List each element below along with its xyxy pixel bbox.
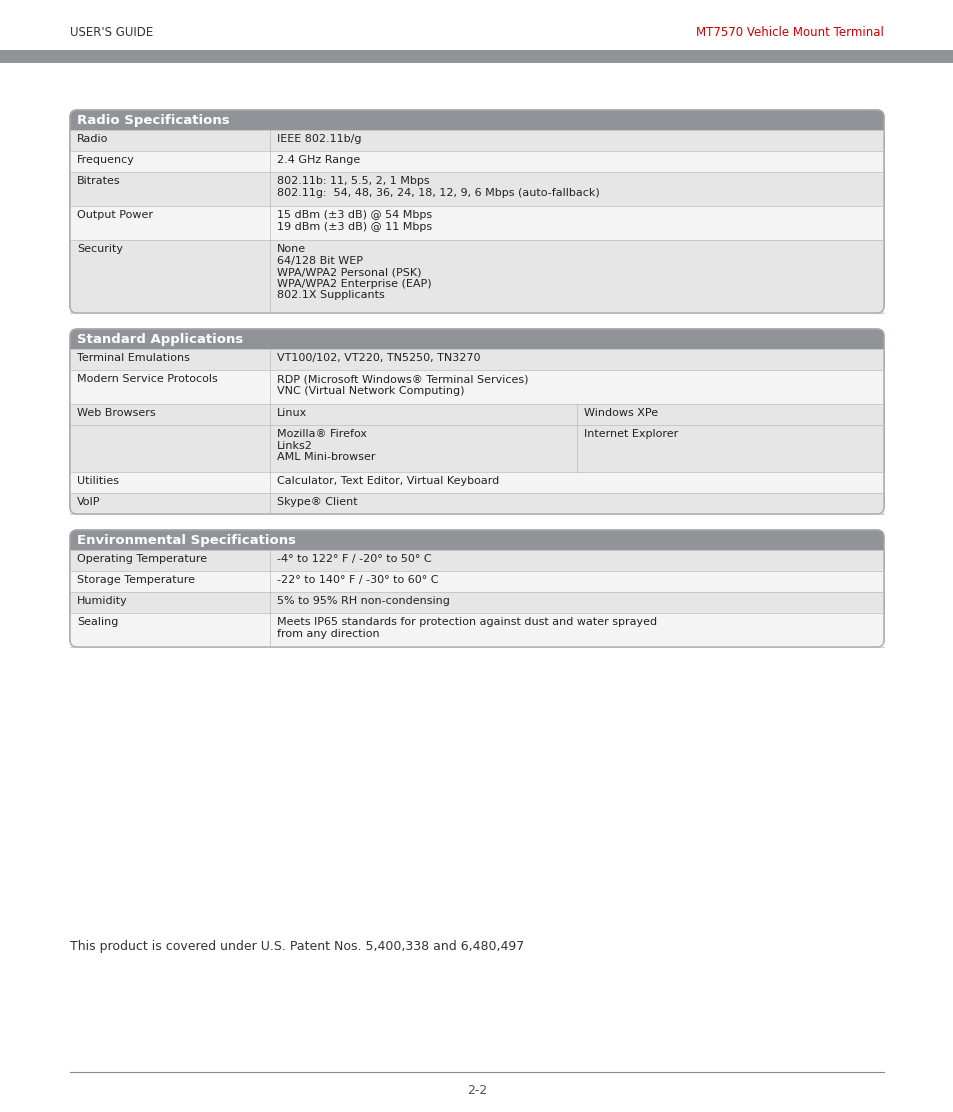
Bar [70,206,883,240]
Text: Meets IP65 standards for protection against dust and water sprayed
from any dire: Meets IP65 standards for protection agai… [276,617,657,638]
Text: IEEE 802.11b/g: IEEE 802.11b/g [276,135,361,143]
Text: Security: Security [77,244,123,254]
Text: Storage Temperature: Storage Temperature [77,575,194,585]
FancyBboxPatch shape [70,329,883,349]
Bar [70,613,883,647]
Bar [70,540,883,552]
Text: Radio Specifications: Radio Specifications [77,115,230,127]
Text: Output Power: Output Power [77,210,152,220]
Text: VT100/102, VT220, TN5250, TN3270: VT100/102, VT220, TN5250, TN3270 [276,353,480,363]
Text: Mozilla® Firefox
Links2
AML Mini-browser: Mozilla® Firefox Links2 AML Mini-browser [276,429,375,463]
Text: None
64/128 Bit WEP
WPA/WPA2 Personal (PSK)
WPA/WPA2 Enterprise (EAP)
802.1X Sup: None 64/128 Bit WEP WPA/WPA2 Personal (P… [276,244,431,300]
Text: Windows XPe: Windows XPe [583,408,658,418]
Bar [70,240,883,312]
FancyBboxPatch shape [70,530,883,647]
Text: 802.11b: 11, 5.5, 2, 1 Mbps
802.11g:  54, 48, 36, 24, 18, 12, 9, 6 Mbps (auto-fa: 802.11b: 11, 5.5, 2, 1 Mbps 802.11g: 54,… [276,176,599,198]
Bar [70,404,883,425]
Text: Internet Explorer: Internet Explorer [583,429,678,439]
Text: USER'S GUIDE: USER'S GUIDE [70,26,153,39]
Bar [0,50,953,63]
Text: RDP (Microsoft Windows® Terminal Services)
VNC (Virtual Network Computing): RDP (Microsoft Windows® Terminal Service… [276,374,528,396]
FancyBboxPatch shape [70,110,883,312]
FancyBboxPatch shape [70,110,883,130]
Text: 15 dBm (±3 dB) @ 54 Mbps
19 dBm (±3 dB) @ 11 Mbps: 15 dBm (±3 dB) @ 54 Mbps 19 dBm (±3 dB) … [276,210,432,231]
Text: -4° to 122° F / -20° to 50° C: -4° to 122° F / -20° to 50° C [276,554,431,564]
Text: Terminal Emulations: Terminal Emulations [77,353,190,363]
Text: Environmental Specifications: Environmental Specifications [77,534,295,547]
Text: Skype® Client: Skype® Client [276,497,357,507]
Text: -22° to 140° F / -30° to 60° C: -22° to 140° F / -30° to 60° C [276,575,438,585]
Text: Calculator, Text Editor, Virtual Keyboard: Calculator, Text Editor, Virtual Keyboar… [276,476,498,486]
Text: Standard Applications: Standard Applications [77,332,243,346]
Bar [70,349,883,370]
Bar [70,339,883,350]
Text: MT7570 Vehicle Mount Terminal: MT7570 Vehicle Mount Terminal [696,26,883,39]
Bar [70,151,883,172]
Text: 5% to 95% RH non-condensing: 5% to 95% RH non-condensing [276,596,450,606]
Text: Operating Temperature: Operating Temperature [77,554,207,564]
Bar [70,471,883,493]
Bar [70,570,883,592]
Text: Web Browsers: Web Browsers [77,408,155,418]
Text: 2-2: 2-2 [466,1084,487,1098]
Bar [70,550,883,570]
Text: This product is covered under U.S. Patent Nos. 5,400,338 and 6,480,497: This product is covered under U.S. Paten… [70,940,524,953]
Text: 2.4 GHz Range: 2.4 GHz Range [276,155,360,165]
Bar [70,120,883,131]
Bar [70,130,883,151]
Text: VoIP: VoIP [77,497,100,507]
Text: Bitrates: Bitrates [77,176,120,186]
Bar [70,493,883,514]
Text: Linux: Linux [276,408,307,418]
Text: Modern Service Protocols: Modern Service Protocols [77,374,217,384]
Text: Sealing: Sealing [77,617,118,627]
Text: Utilities: Utilities [77,476,119,486]
Bar [70,370,883,404]
Text: Frequency: Frequency [77,155,134,165]
Bar [70,172,883,206]
Text: Radio: Radio [77,135,109,143]
FancyBboxPatch shape [70,530,883,550]
FancyBboxPatch shape [70,329,883,514]
Bar [70,592,883,613]
Text: Humidity: Humidity [77,596,128,606]
Bar [70,425,883,471]
